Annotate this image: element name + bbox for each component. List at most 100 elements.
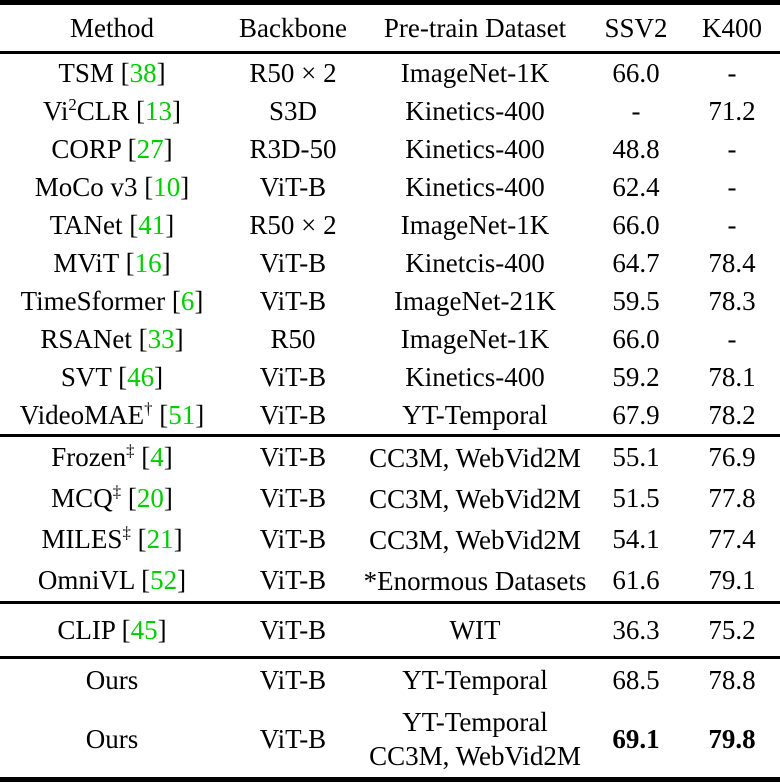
ssv2-cell: 64.7: [612, 247, 660, 278]
citation-link[interactable]: 45: [130, 614, 158, 645]
table-row: MViT [16] ViT-B Kinetcis-400 64.7 78.4: [0, 244, 780, 282]
dataset-cell: Kinetics-400: [362, 168, 588, 206]
method-name: TimeSformer: [20, 285, 166, 316]
dataset-cell: Kinetics-400: [362, 130, 588, 168]
dataset-line: ImageNet-1K: [400, 210, 550, 240]
dataset-line: WIT: [449, 615, 501, 645]
backbone-cell: R50: [270, 323, 316, 354]
method-cell: MILES‡ [21]: [41, 523, 183, 554]
dataset-cell: YT-Temporal CC3M, WebVid2M: [362, 701, 588, 780]
citation-link[interactable]: 10: [153, 171, 181, 202]
method-name: MViT: [53, 247, 119, 278]
table-row: CLIP [45] ViT-B WIT 36.3 75.2: [0, 603, 780, 658]
backbone-cell: ViT-B: [259, 442, 327, 472]
citation-link[interactable]: 20: [136, 483, 164, 513]
method-cell: Ours: [0, 658, 224, 702]
table-row: MoCo v3 [10] ViT-B Kinetics-400 62.4 -: [0, 168, 780, 206]
ssv2-cell: 55.1: [612, 442, 660, 472]
k400-cell: 77.4: [708, 524, 756, 554]
citation-link[interactable]: 41: [138, 209, 166, 240]
backbone-cell: R3D-50: [249, 133, 337, 164]
dataset-line: ImageNet-1K: [400, 324, 550, 354]
ssv2-cell: 62.4: [612, 171, 660, 202]
method-name: SVT: [60, 361, 112, 392]
table-row: Vi2CLR [13] S3D Kinetics-400 - 71.2: [0, 92, 780, 130]
method-name: VideoMAE: [19, 399, 145, 430]
column-header-method: Method: [0, 2, 224, 54]
table-header: Method Backbone Pre-train Dataset SSV2 K…: [0, 2, 780, 54]
method-superscript-mark: 2: [68, 94, 77, 114]
citation-link[interactable]: 46: [127, 361, 155, 392]
dataset-line: *Enormous Datasets: [363, 565, 587, 596]
table-row: TSM [38] R50 × 2 ImageNet-1K 66.0 -: [0, 53, 780, 93]
method-cell: TimeSformer [6]: [20, 285, 204, 316]
k400-cell: 78.4: [708, 247, 756, 278]
k400-cell: 75.2: [708, 614, 756, 645]
citation-link[interactable]: 16: [134, 247, 162, 278]
method-name: TANet: [49, 209, 123, 240]
method-cell: CORP [27]: [51, 133, 173, 164]
column-header-backbone: Backbone: [224, 2, 362, 54]
method-name: OmniVL: [37, 565, 135, 595]
citation-link[interactable]: 51: [168, 399, 196, 430]
dataset-line: ImageNet-1K: [400, 58, 550, 88]
method-name: Vi: [42, 95, 69, 126]
method-cell: MCQ‡ [20]: [51, 482, 173, 513]
backbone-cell: R50 × 2: [249, 57, 337, 88]
method-cell: Frozen‡ [4]: [51, 441, 173, 472]
method-name: MCQ: [51, 483, 113, 513]
k400-cell: 78.2: [708, 399, 756, 430]
dataset-cell: CC3M, WebVid2M: [362, 436, 588, 479]
k400-cell: -: [727, 57, 737, 88]
table-row: RSANet [33] R50 ImageNet-1K 66.0 -: [0, 320, 780, 358]
dataset-line: Kinetics-400: [405, 134, 545, 164]
dataset-line: CC3M, WebVid2M: [369, 442, 581, 473]
method-name: Ours: [85, 723, 139, 754]
citation-link[interactable]: 4: [150, 442, 164, 472]
dataset-line: CC3M, WebVid2M: [369, 524, 581, 555]
column-header-dataset: Pre-train Dataset: [362, 2, 588, 54]
column-header-k400: K400: [684, 2, 780, 54]
backbone-cell: ViT-B: [259, 723, 327, 754]
method-cell: Vi2CLR [13]: [42, 94, 182, 126]
citation-link[interactable]: 21: [146, 524, 174, 554]
dataset-line: CC3M, WebVid2M: [369, 483, 581, 514]
k400-cell: 79.1: [708, 565, 756, 595]
citation-link[interactable]: 13: [145, 95, 173, 126]
table-group: CLIP [45] ViT-B WIT 36.3 75.2: [0, 602, 780, 658]
backbone-cell: ViT-B: [259, 247, 327, 278]
dataset-cell: Kinetics-400: [362, 358, 588, 396]
dataset-line: Kinetics-400: [405, 96, 545, 126]
k400-cell: 76.9: [708, 442, 756, 472]
k400-cell: 79.8: [708, 723, 756, 754]
dataset-cell: ImageNet-21K: [362, 282, 588, 320]
k400-cell: 78.8: [708, 664, 756, 695]
table-row: TimeSformer [6] ViT-B ImageNet-21K 59.5 78.3: [0, 282, 780, 320]
backbone-cell: ViT-B: [259, 524, 327, 554]
ssv2-cell: 36.3: [612, 614, 660, 645]
dataset-line: CC3M, WebVid2M: [369, 741, 581, 771]
dataset-cell: Kinetics-400: [362, 92, 588, 130]
k400-cell: 71.2: [708, 95, 756, 126]
citation-link[interactable]: 38: [129, 57, 157, 88]
citation-link[interactable]: 52: [150, 565, 178, 595]
citation-link[interactable]: 33: [147, 323, 175, 354]
k400-cell: -: [727, 133, 737, 164]
method-cell: TANet [41]: [49, 209, 175, 240]
ssv2-cell: 66.0: [612, 323, 660, 354]
dataset-cell: YT-Temporal: [362, 658, 588, 702]
method-name: MoCo v3: [34, 171, 138, 202]
ssv2-cell: 66.0: [612, 209, 660, 240]
citation-link[interactable]: 6: [180, 285, 195, 316]
backbone-cell: S3D: [268, 95, 317, 126]
citation-link[interactable]: 27: [136, 133, 164, 164]
table-row: Ours ViT-B YT-Temporal CC3M, WebVid2M 69.1 79…: [0, 701, 780, 780]
table-row: MILES‡ [21] ViT-B CC3M, WebVid2M 54.1 77.4: [0, 519, 780, 560]
k400-cell: 78.1: [708, 361, 756, 392]
backbone-cell: ViT-B: [259, 664, 327, 695]
ssv2-cell: 51.5: [612, 483, 660, 513]
backbone-cell: ViT-B: [259, 565, 327, 595]
ssv2-cell: 67.9: [612, 399, 660, 430]
dataset-cell: CC3M, WebVid2M: [362, 519, 588, 560]
